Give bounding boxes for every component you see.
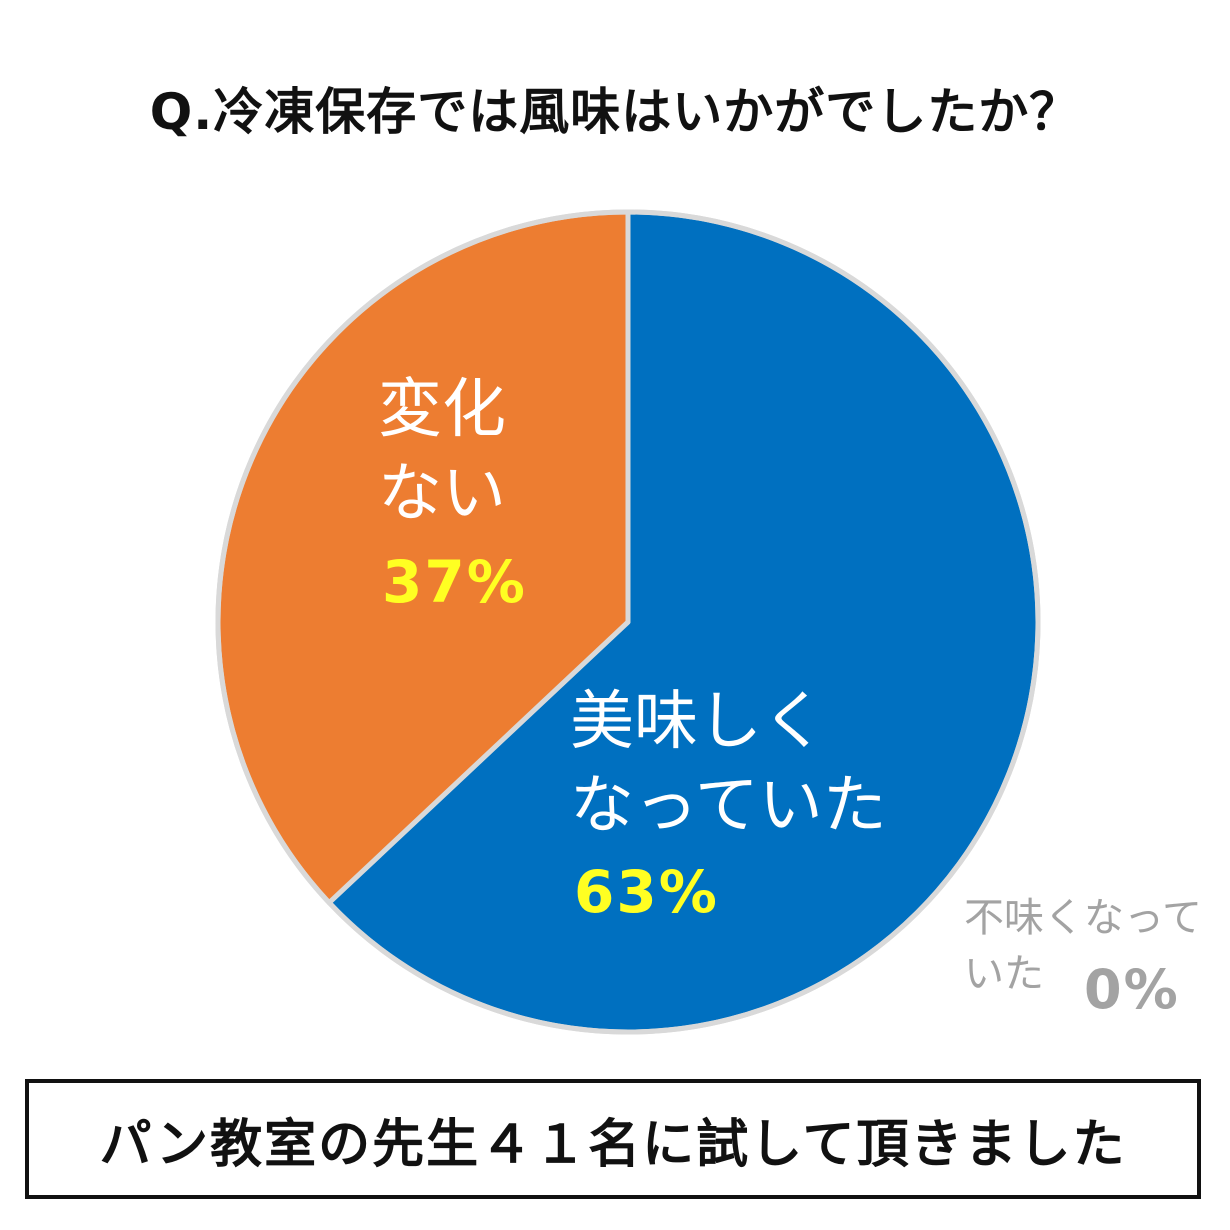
pie-outline — [215, 209, 1041, 1035]
pie-chart — [215, 209, 1041, 1035]
slice-label-delicious-line2: なっていた — [570, 769, 887, 843]
slice-value-no-change: 37% — [382, 548, 527, 616]
slice-label-no-change: 変化 ない — [378, 368, 506, 536]
footer-text: パン教室の先生４１名に試して頂きました — [99, 1114, 1127, 1175]
slice-label-worse: 不味くなって いた — [964, 890, 1202, 1002]
slice-value-delicious: 63% — [574, 858, 719, 926]
slice-label-worse-line2: いた — [964, 951, 1044, 997]
slice-label-delicious: 美味しく なっていた — [570, 680, 887, 848]
slice-label-worse-line1: 不味くなって — [964, 895, 1202, 941]
slice-label-no-change-line1: 変化 — [378, 373, 506, 447]
slice-value-worse: 0% — [1084, 958, 1180, 1021]
footer-box: パン教室の先生４１名に試して頂きました — [25, 1079, 1201, 1199]
slice-label-delicious-line1: 美味しく — [570, 685, 826, 759]
chart-title: Q.冷凍保存では風味はいかがでしたか？ — [149, 83, 1081, 141]
slice-label-no-change-line2: ない — [378, 457, 506, 531]
